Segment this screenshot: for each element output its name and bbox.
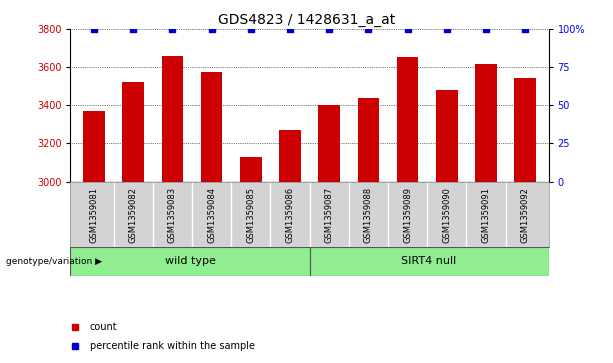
Point [207, 26, 216, 32]
Point [403, 26, 413, 32]
Text: GSM1359084: GSM1359084 [207, 187, 216, 243]
Bar [475, 64, 497, 182]
Text: GSM1359090: GSM1359090 [442, 187, 451, 242]
Text: count: count [89, 322, 117, 332]
Text: SIRT4 null: SIRT4 null [402, 256, 457, 266]
Bar [279, 130, 301, 182]
Bar [83, 111, 105, 182]
Bar [162, 56, 183, 182]
Bar [70, 247, 310, 276]
Text: GSM1359089: GSM1359089 [403, 187, 412, 243]
Point [364, 26, 373, 32]
Text: GSM1359088: GSM1359088 [364, 187, 373, 243]
Text: GSM1359081: GSM1359081 [89, 187, 99, 243]
Text: percentile rank within the sample: percentile rank within the sample [89, 341, 254, 351]
Bar [397, 57, 418, 182]
Text: GSM1359092: GSM1359092 [520, 187, 530, 242]
Bar [357, 98, 379, 182]
Bar [318, 105, 340, 182]
Bar [436, 90, 457, 182]
Text: GSM1359086: GSM1359086 [286, 187, 294, 243]
Bar [240, 157, 262, 182]
Text: genotype/variation ▶: genotype/variation ▶ [6, 257, 102, 266]
Point [324, 26, 334, 32]
Text: GDS4823 / 1428631_a_at: GDS4823 / 1428631_a_at [218, 13, 395, 27]
Text: GSM1359085: GSM1359085 [246, 187, 255, 243]
Text: GSM1359087: GSM1359087 [325, 187, 333, 243]
Bar [310, 247, 549, 276]
Text: GSM1359091: GSM1359091 [481, 187, 490, 242]
Point [442, 26, 452, 32]
Point [167, 26, 177, 32]
Point [520, 26, 530, 32]
Point [481, 26, 491, 32]
Text: GSM1359083: GSM1359083 [168, 187, 177, 243]
Text: wild type: wild type [165, 256, 215, 266]
Bar [123, 82, 144, 182]
Point [285, 26, 295, 32]
Point [128, 26, 138, 32]
Point [89, 26, 99, 32]
Point [246, 26, 256, 32]
Bar [514, 78, 536, 182]
Text: GSM1359082: GSM1359082 [129, 187, 138, 243]
Bar [201, 72, 223, 182]
